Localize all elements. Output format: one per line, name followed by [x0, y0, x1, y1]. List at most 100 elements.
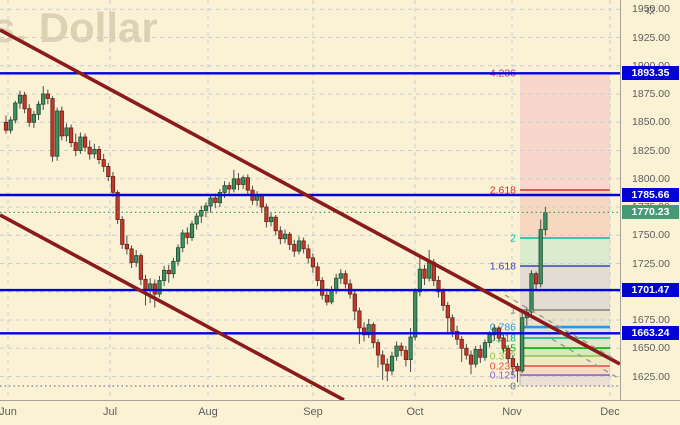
trend-channel[interactable]	[0, 28, 620, 400]
candle-down	[534, 273, 539, 285]
candle-up	[538, 229, 543, 285]
candle-up	[189, 223, 195, 239]
candle-up	[55, 110, 60, 157]
month-label-dec[interactable]: Dec	[600, 406, 620, 418]
settings-gear-icon[interactable]: ☼	[643, 1, 658, 18]
price-tick-label: 1925.00	[632, 31, 670, 44]
candle-down	[445, 304, 450, 319]
candle-up	[231, 178, 236, 190]
candle-down	[352, 293, 357, 312]
candle-up	[473, 348, 478, 365]
price-axis[interactable]: 1950.001925.001900.001875.001850.001825.…	[620, 0, 680, 400]
candle-up	[338, 273, 343, 279]
candle-down	[110, 176, 116, 193]
candle-down	[22, 94, 27, 110]
candle-up	[222, 185, 227, 193]
candle-down	[440, 291, 446, 306]
candle-up	[161, 269, 167, 281]
candle-up	[208, 197, 213, 207]
candle-down	[510, 358, 516, 367]
trendline	[0, 213, 345, 400]
candle-down	[501, 337, 506, 349]
candle-down	[478, 348, 483, 358]
candle-down	[515, 365, 520, 372]
candle-down	[213, 197, 218, 203]
fib-label-2.618: 2.618	[490, 185, 516, 197]
candle-up	[334, 277, 339, 292]
candle-down	[385, 363, 390, 372]
candle-down	[96, 148, 102, 160]
candle-up	[487, 334, 492, 344]
price-label-chip: 1893.35	[622, 66, 679, 81]
month-label-nov[interactable]: Nov	[502, 406, 522, 418]
candle-down	[357, 310, 362, 329]
candle-up	[92, 148, 97, 155]
candle-up	[408, 336, 413, 361]
candle-up	[413, 291, 418, 338]
price-label-chip: 1663.24	[622, 326, 679, 341]
candle-up	[492, 327, 497, 336]
candle-up	[64, 127, 69, 137]
dashed-trendline-extension	[551, 338, 619, 379]
price-label-chip: 1701.47	[622, 283, 679, 298]
price-label-chip: 1785.66	[622, 188, 679, 202]
candle-down	[227, 185, 232, 190]
fib-band-fills	[520, 73, 610, 387]
candle-down	[343, 273, 348, 285]
candle-up	[329, 290, 334, 303]
candle-down	[129, 248, 134, 263]
candle-down	[27, 108, 32, 123]
fib-label-0.236: 0.236	[490, 361, 516, 373]
candle-down	[185, 232, 190, 238]
axis-corner: ☼	[620, 0, 680, 25]
candle-down	[259, 195, 264, 208]
dashed-trendline-extension	[504, 294, 619, 362]
candle-down	[138, 255, 143, 280]
price-tick-label: 1875.00	[632, 88, 670, 101]
price-tick-label: 1725.00	[632, 257, 670, 270]
candle-up	[180, 232, 185, 249]
month-label-oct[interactable]: Oct	[406, 406, 424, 418]
candle-down	[403, 350, 409, 361]
price-tick-label: 1625.00	[632, 370, 670, 383]
candle-up	[134, 255, 139, 263]
candle-down	[310, 257, 316, 268]
price-tick-label: 1950.00	[632, 3, 670, 16]
candle-down	[166, 269, 171, 275]
price-tick-label: 1750.00	[632, 229, 670, 242]
trendline	[0, 28, 620, 366]
plot-area[interactable]: s. Dollar4.2362.61821.61810.7860.6180.50…	[0, 0, 620, 400]
candle-down	[59, 110, 64, 137]
candle-up	[171, 260, 176, 275]
candle-down	[50, 98, 55, 157]
candle-up	[254, 195, 260, 201]
time-axis[interactable]: Jun Jul Aug Sep Oct Nov Dec	[0, 400, 680, 425]
fib-label-1: 1	[510, 305, 516, 317]
month-label-sep[interactable]: Sep	[303, 406, 323, 418]
candle-up	[268, 216, 274, 223]
price-tick-label: 1650.00	[632, 342, 670, 355]
candle-down	[301, 240, 306, 250]
candle-down	[464, 347, 469, 356]
candle-down	[278, 230, 283, 240]
candle-down	[380, 354, 385, 365]
candle-down	[264, 206, 269, 223]
candle-up	[199, 209, 204, 217]
candle-up	[529, 273, 534, 313]
candle-up	[241, 177, 246, 185]
candle-down	[468, 354, 474, 365]
candle-down	[124, 243, 129, 250]
candle-down	[324, 294, 330, 303]
candle-down	[320, 280, 325, 296]
price-tick-label: 1800.00	[632, 172, 670, 185]
month-label-jun[interactable]: Jun	[0, 406, 17, 418]
candle-down	[115, 191, 120, 220]
candle-down	[287, 233, 292, 245]
candle-down	[73, 142, 78, 151]
fib-label-1.618: 1.618	[490, 261, 516, 273]
month-label-jul[interactable]: Jul	[102, 406, 118, 418]
month-label-aug[interactable]: Aug	[198, 406, 218, 418]
candle-up	[217, 191, 222, 203]
candle-up	[17, 94, 23, 104]
